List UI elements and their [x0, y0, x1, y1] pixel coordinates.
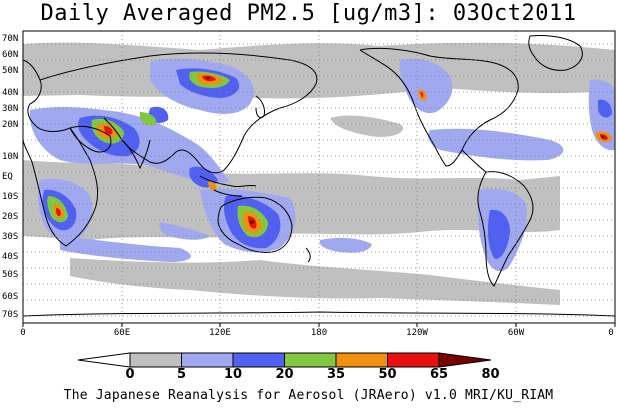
colorbar-label-0: 0: [125, 367, 135, 382]
lat-label-30n: 30N: [2, 104, 19, 114]
lat-label-10s: 10S: [2, 192, 19, 202]
lat-label-40n: 40N: [2, 88, 19, 98]
lat-label-20s: 20S: [2, 212, 19, 222]
lon-label-120e: 120E: [209, 328, 231, 338]
colorbar-label-20: 20: [275, 367, 294, 382]
lat-label-20n: 20N: [2, 120, 19, 130]
lon-label-120w: 120W: [406, 328, 428, 338]
lat-label-70s: 70S: [2, 310, 19, 320]
lat-label-60n: 60N: [2, 50, 19, 60]
lat-label-40s: 40S: [2, 252, 19, 262]
lat-label-60s: 60S: [2, 292, 19, 302]
lat-label-eq: EQ: [2, 172, 13, 182]
colorbar-label-10: 10: [223, 367, 243, 382]
lon-label-0-right: 0: [608, 328, 614, 338]
coastlines: [22, 35, 616, 317]
lon-label-60e: 60E: [113, 328, 131, 338]
axis-ticks: [22, 323, 616, 327]
lat-label-50n: 50N: [2, 66, 19, 76]
graticule: [23, 31, 615, 323]
lon-label-60w: 60W: [507, 328, 525, 338]
colorbar-label-50: 50: [378, 367, 397, 382]
lat-label-70n: 70N: [2, 34, 19, 44]
lon-label-0-left: 0: [20, 328, 26, 338]
lat-label-30s: 30S: [2, 232, 19, 242]
colorbar-label-80: 80: [481, 367, 500, 382]
lon-label-180: 180: [310, 328, 328, 338]
lat-label-50s: 50S: [2, 270, 19, 280]
map-title: Daily Averaged PM2.5 [ug/m3]: 03Oct2011: [40, 1, 577, 26]
colorbar-label-5: 5: [176, 367, 187, 382]
credit-line: The Japanese Reanalysis for Aerosol (JRA…: [63, 388, 554, 403]
colorbar-label-65: 65: [429, 367, 449, 382]
colorbar-label-35: 35: [326, 367, 346, 382]
lat-label-10n: 10N: [2, 152, 19, 162]
